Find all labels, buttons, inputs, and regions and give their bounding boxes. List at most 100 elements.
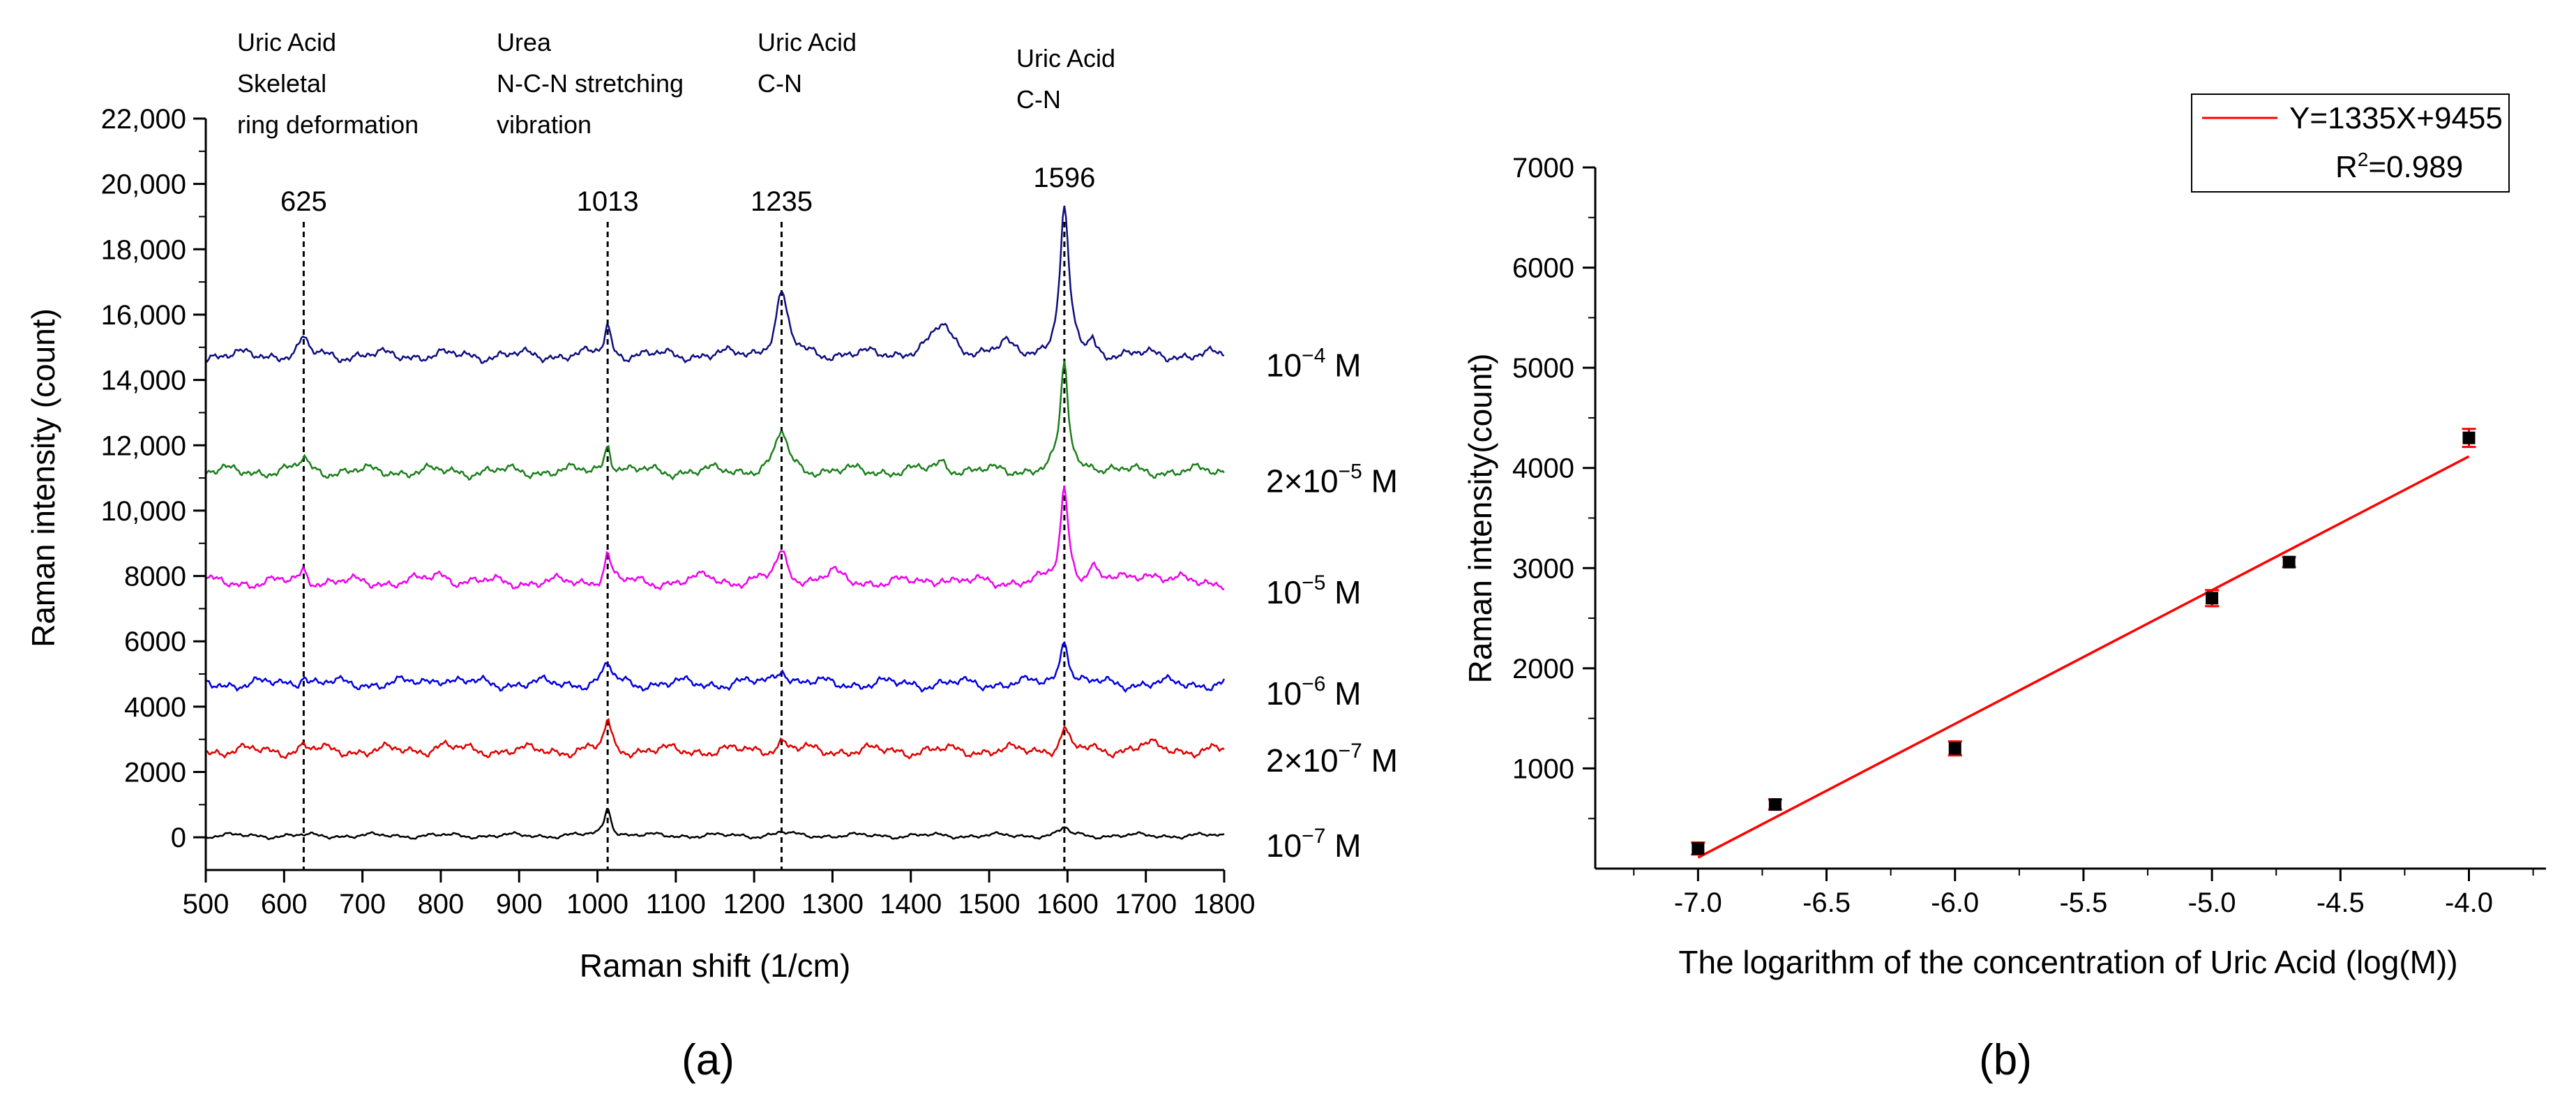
point-marker <box>2282 555 2296 569</box>
y-tick-label: 2000 <box>124 758 186 788</box>
x-tick-label: 800 <box>418 889 465 920</box>
legend-r-squared: R2=0.989 <box>2335 149 2463 184</box>
y-axis-ticks: 1000 2000 3000 4000 5000 6000 7000 <box>1512 153 1595 820</box>
x-tick-label: 1100 <box>646 889 706 920</box>
peak-reference-lines <box>302 222 1066 870</box>
concentration-label: 2×10−5 M <box>1266 460 1398 500</box>
peak-annotations: Uric Acid Skeletal ring deformation Urea N-C… <box>237 28 1115 139</box>
concentration-labels: 10−4 M 2×10−5 M 10−5 M 10−6 M 2×10−7 M 10−7 M <box>1266 344 1398 863</box>
y-tick-label: 12,000 <box>101 430 186 461</box>
peak-annotation-line: ring deformation <box>237 110 419 139</box>
peak-annotation-line: Uric Acid <box>237 28 336 57</box>
x-tick-label: 1300 <box>801 889 864 920</box>
x-tick-label: 1200 <box>723 889 785 920</box>
y-tick-label: 8000 <box>124 562 186 592</box>
concentration-label: 10−5 M <box>1266 571 1362 610</box>
x-axis-ticks: 500 600 700 800 900 1000 1100 1200 1300 1400 1500 1… <box>183 870 1256 920</box>
y-tick-label: 20,000 <box>101 170 186 200</box>
legend-box <box>2191 93 2510 193</box>
spectrum-1e-6-M <box>205 640 1226 693</box>
y-tick-label: 0 <box>171 823 186 853</box>
spectrum-1e-7-M <box>205 808 1225 841</box>
peak-label-1235: 1235 <box>751 186 813 217</box>
point-marker <box>1692 842 1705 855</box>
panel-label-b: (b) <box>1979 1036 2032 1084</box>
point-marker <box>2462 431 2476 444</box>
data-point <box>1768 798 1782 811</box>
peak-annotation-line: N-C-N stretching <box>497 69 684 98</box>
x-tick-label: -5.0 <box>2188 887 2236 918</box>
x-tick-label: 1600 <box>1037 889 1099 920</box>
panel-a-raman-spectra: 0 2000 4000 6000 8000 10,000 12,000 14,000 16,00… <box>25 28 1398 1084</box>
spectrum-2e-7-M <box>205 717 1225 760</box>
concentration-label: 10−4 M <box>1266 344 1362 383</box>
x-tick-label: 1800 <box>1193 889 1256 920</box>
concentration-label: 10−6 M <box>1266 673 1362 712</box>
peak-annotation-line: Uric Acid <box>1016 44 1115 73</box>
x-tick-label: -4.5 <box>2317 887 2365 918</box>
y-axis-label: Raman intensity(count) <box>1462 354 1498 684</box>
y-tick-label: 7000 <box>1512 153 1574 183</box>
y-tick-label: 16,000 <box>101 300 186 331</box>
y-tick-label: 3000 <box>1512 553 1574 584</box>
point-marker <box>2206 592 2219 605</box>
x-axis-label: Raman shift (1/cm) <box>580 947 851 984</box>
x-tick-label: 1400 <box>880 889 942 920</box>
spectra-series <box>204 205 1226 841</box>
y-tick-label: 4000 <box>1512 453 1574 484</box>
y-tick-label: 18,000 <box>101 234 186 265</box>
y-tick-label: 5000 <box>1512 353 1574 384</box>
data-point <box>2282 555 2296 569</box>
x-tick-label: 500 <box>183 889 229 920</box>
x-tick-label: 700 <box>339 889 386 920</box>
peak-label-1596: 1596 <box>1033 163 1095 193</box>
concentration-label: 2×10−7 M <box>1266 740 1398 779</box>
y-tick-label: 14,000 <box>101 366 186 396</box>
peak-annotation-line: Urea <box>497 28 552 57</box>
panel-b-calibration-plot: 1000 2000 3000 4000 5000 6000 7000 -7.0 -6.5 -6.… <box>1462 93 2546 1084</box>
data-point <box>1691 841 1705 856</box>
spectrum-1e-4-M <box>205 205 1225 364</box>
peak-labels: 625 1013 1235 1596 <box>280 163 1095 217</box>
peak-label-1013: 1013 <box>577 186 639 217</box>
legend: Y=1335X+9455 R2=0.989 <box>2191 93 2510 193</box>
peak-annotation-line: C-N <box>1016 85 1061 114</box>
concentration-label: 10−7 M <box>1266 825 1362 864</box>
point-marker <box>1948 742 1961 755</box>
y-tick-label: 2000 <box>1512 654 1574 684</box>
spectrum-2e-5-M <box>204 361 1225 481</box>
data-point <box>2462 428 2476 449</box>
x-tick-label: -7.0 <box>1674 887 1722 918</box>
peak-annotation-line: vibration <box>497 110 592 139</box>
y-tick-label: 4000 <box>124 692 186 723</box>
x-tick-label: -6.5 <box>1802 887 1851 918</box>
x-tick-label: 1000 <box>566 889 628 920</box>
y-axis-ticks: 0 2000 4000 6000 8000 10,000 12,000 14,000 16,00… <box>101 104 206 853</box>
fit-line-group <box>1697 455 2470 859</box>
peak-annotation-line: Uric Acid <box>758 28 857 57</box>
data-point <box>1948 740 1962 757</box>
x-tick-label: 1700 <box>1115 889 1177 920</box>
x-tick-label: -5.5 <box>2059 887 2107 918</box>
x-axis-ticks: -7.0 -6.5 -6.0 -5.5 -5.0 -4.5 -4.0 <box>1633 869 2534 918</box>
x-axis-label: The logarithm of the concentration of Ur… <box>1678 944 2457 980</box>
x-tick-label: 600 <box>261 889 308 920</box>
data-point <box>2205 589 2220 608</box>
y-tick-label: 1000 <box>1512 753 1574 784</box>
y-axis-label: Raman intensity (count) <box>25 308 61 647</box>
fit-line <box>1697 455 2470 859</box>
legend-equation: Y=1335X+9455 <box>2289 101 2503 135</box>
y-tick-label: 22,000 <box>101 104 186 135</box>
y-tick-label: 6000 <box>1512 253 1574 284</box>
x-tick-label: -6.0 <box>1931 887 1979 918</box>
peak-annotation-line: C-N <box>758 69 802 98</box>
x-tick-label: -4.0 <box>2445 887 2493 918</box>
data-points <box>1691 428 2476 856</box>
y-tick-label: 6000 <box>124 627 186 657</box>
peak-annotation-line: Skeletal <box>237 69 326 98</box>
spectrum-1e-5-M <box>205 485 1225 591</box>
point-marker <box>1768 798 1782 811</box>
x-tick-label: 1500 <box>958 889 1020 920</box>
panel-label-a: (a) <box>681 1036 735 1084</box>
